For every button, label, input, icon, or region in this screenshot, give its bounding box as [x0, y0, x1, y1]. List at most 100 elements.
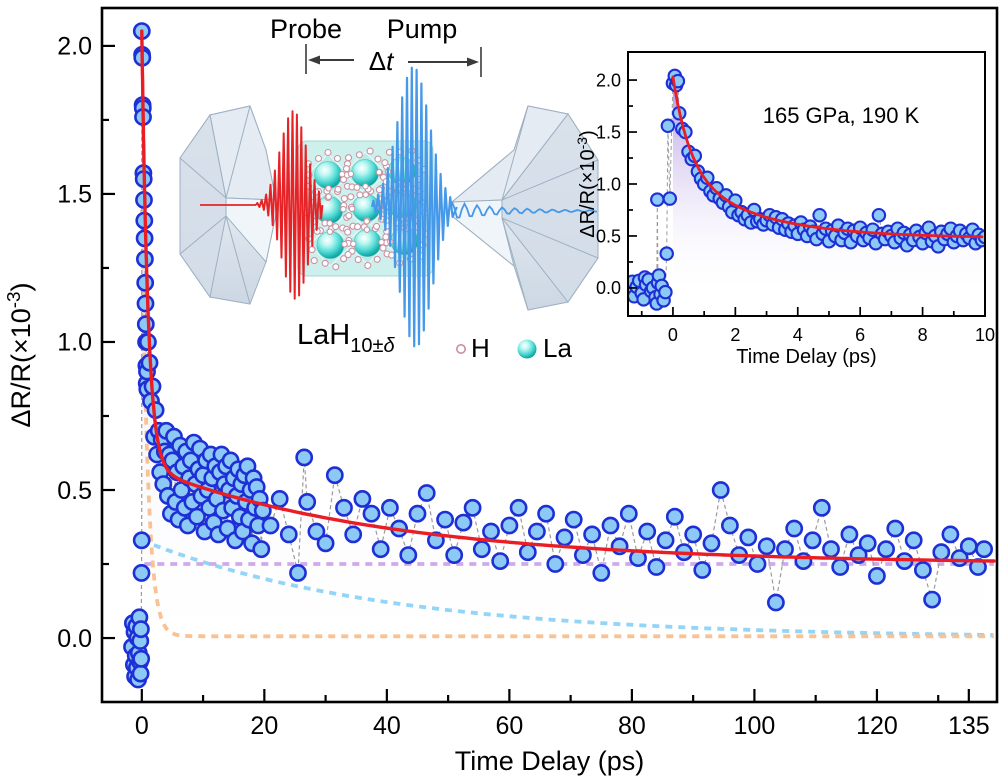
h-atom-icon	[339, 176, 348, 184]
data-point	[491, 552, 510, 570]
data-point	[298, 492, 317, 511]
data-point	[659, 246, 674, 261]
la-atom-icon	[314, 161, 342, 189]
data-point	[601, 516, 620, 535]
data-point	[932, 543, 951, 562]
data-point	[564, 510, 583, 529]
main-plot-y-axis-title: ΔR/R(×10-3)	[4, 282, 36, 427]
h-atom-icon	[366, 147, 374, 155]
data-point	[776, 540, 794, 559]
data-point	[482, 522, 500, 541]
h-atom-icon	[325, 193, 332, 200]
data-point	[270, 489, 289, 508]
data-point	[546, 555, 565, 573]
sample-label: LaH10±δ	[297, 319, 395, 357]
data-point	[537, 504, 555, 523]
h-atom-icon	[374, 155, 382, 163]
transmitted-pulse-wave	[451, 201, 598, 219]
h-atom-icon	[373, 255, 381, 263]
laser-beams	[200, 66, 598, 348]
data-point	[662, 191, 678, 206]
data-point	[555, 528, 574, 547]
y-tick-label: 1.0	[596, 174, 621, 194]
main-plot-content	[123, 22, 996, 689]
right-diamond-anvil-icon	[450, 105, 599, 311]
data-point	[472, 540, 491, 559]
x-tick-label: 135	[948, 712, 990, 740]
h-atom-icon	[326, 228, 334, 235]
x-tick-label: 120	[856, 712, 898, 740]
h-atom-icon	[314, 154, 323, 163]
data-point	[136, 315, 155, 334]
inset-plot-fit-line	[671, 75, 984, 239]
data-point	[660, 118, 676, 134]
h-atom-icon	[350, 240, 357, 248]
data-point	[316, 534, 335, 553]
h-atom-icon	[347, 193, 355, 201]
main-plot-frame	[100, 6, 999, 704]
pump-pulse-wave	[370, 66, 458, 348]
data-point	[822, 540, 840, 559]
data-point	[509, 498, 528, 517]
h-atom-icon	[364, 261, 372, 270]
h-atom-icon	[354, 256, 362, 264]
data-point	[656, 531, 675, 550]
data-point	[812, 207, 827, 223]
inset-plot-ticks	[628, 79, 986, 316]
h-atom-icon	[375, 169, 383, 176]
data-point	[417, 484, 436, 502]
inset-plot-tick-labels: 0 2 4 6 8 10 0.0 0.5 1.0 1.5 2.0	[596, 70, 995, 345]
data-point	[877, 540, 895, 559]
data-point	[325, 466, 344, 485]
data-point	[132, 531, 151, 550]
legend-la-label: La	[543, 333, 572, 363]
legend-h-label: H	[471, 333, 490, 363]
data-point	[528, 522, 546, 541]
data-point	[739, 528, 758, 547]
data-point	[131, 620, 150, 639]
data-point	[650, 192, 665, 207]
data-point	[638, 522, 657, 541]
data-point	[518, 543, 537, 562]
data-point	[693, 561, 712, 579]
h-atom-icon	[344, 251, 352, 259]
data-point	[658, 284, 673, 300]
data-point	[711, 481, 730, 499]
data-point	[803, 531, 822, 550]
data-point	[619, 504, 638, 523]
y-tick-label: 0.5	[57, 477, 92, 505]
y-tick-label: 0.5	[596, 226, 621, 246]
data-point	[136, 294, 155, 313]
data-point	[858, 534, 877, 553]
data-point	[684, 525, 703, 544]
h-atom-icon	[347, 170, 355, 178]
h-atom-icon	[332, 223, 340, 231]
y-tick-label: 1.0	[57, 329, 92, 357]
probe-label: Probe	[270, 14, 342, 44]
data-point	[583, 525, 601, 544]
h-atom-icon	[340, 195, 348, 203]
data-point	[445, 546, 464, 564]
inset-plot-content	[628, 68, 985, 311]
y-tick-label: 2.0	[57, 33, 92, 61]
h-atom-icon	[308, 246, 316, 254]
y-tick-label: 0.0	[596, 278, 621, 298]
h-atom-icon	[373, 222, 381, 230]
x-tick-label: 0	[135, 712, 149, 740]
main-plot-fit-line	[140, 29, 996, 563]
x-tick-label: 20	[250, 712, 278, 740]
h-atom-icon	[362, 191, 369, 198]
h-atom-icon	[379, 244, 387, 252]
h-atom-icon	[348, 205, 356, 213]
h-atom-icon	[382, 233, 390, 241]
x-tick-label: 2	[730, 325, 740, 345]
la-atom-icon	[353, 229, 382, 257]
data-point	[436, 510, 454, 529]
data-point	[335, 498, 353, 517]
data-point	[757, 537, 776, 556]
data-point	[904, 531, 923, 550]
